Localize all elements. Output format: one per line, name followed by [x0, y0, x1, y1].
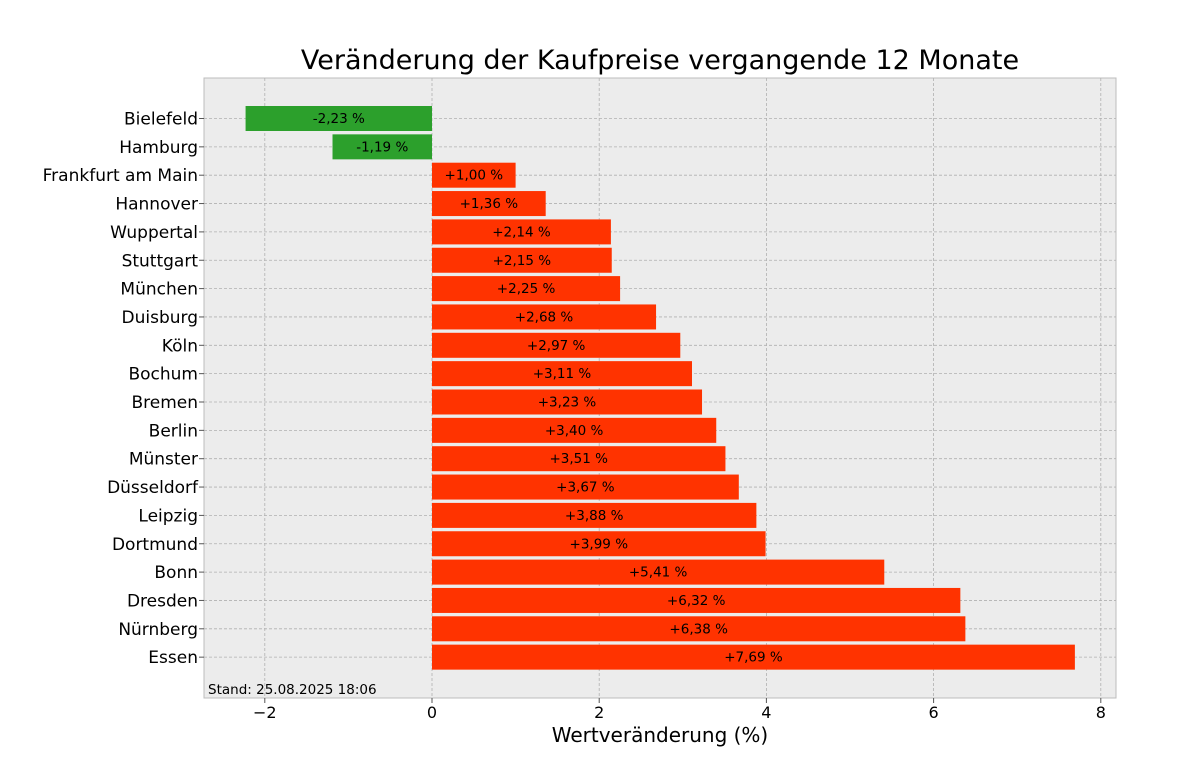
x-tick-label: −2 — [253, 703, 277, 722]
bar-bochum — [432, 361, 692, 387]
bar-value-label: -2,23 % — [313, 111, 365, 127]
x-axis-label: Wertveränderung (%) — [552, 723, 769, 747]
bar-value-label: +2,25 % — [497, 281, 556, 297]
bar-duisburg — [432, 304, 657, 330]
y-tick-label: Bielefeld — [124, 110, 198, 130]
bar-value-label: +3,40 % — [545, 423, 604, 439]
bar-berlin — [432, 417, 717, 443]
bar-value-label: +3,67 % — [556, 480, 615, 496]
y-tick-label: Hamburg — [119, 138, 198, 158]
x-tick-labels: −2 0 2 4 6 8 — [253, 698, 1106, 722]
bar-nürnberg — [432, 616, 966, 642]
bar-essen — [432, 644, 1075, 670]
bar-value-label: +2,97 % — [527, 338, 586, 354]
y-tick-label: Bonn — [154, 563, 198, 583]
x-tick-label: 2 — [594, 703, 604, 722]
stand-annotation: Stand: 25.08.2025 18:06 — [208, 682, 377, 698]
bar-value-label: +2,68 % — [515, 309, 574, 325]
x-tick-label: 6 — [929, 703, 939, 722]
bar-frankfurt-am-main — [432, 162, 516, 188]
bar-value-label: +2,15 % — [493, 253, 552, 269]
x-tick-label: 4 — [761, 703, 771, 722]
y-tick-label: Düsseldorf — [107, 478, 199, 498]
y-tick-label: Duisburg — [122, 308, 199, 328]
bar-dortmund — [432, 531, 766, 557]
y-tick-label: München — [120, 280, 198, 300]
bar-dresden — [432, 587, 961, 613]
y-tick-label: Hannover — [115, 195, 198, 215]
bar-value-label: +3,51 % — [549, 451, 608, 467]
bar-bielefeld — [245, 106, 432, 131]
y-tick-label: Dortmund — [112, 535, 198, 555]
y-tick-label: Bremen — [131, 393, 198, 413]
bar-value-label: +3,88 % — [565, 508, 624, 524]
bar-köln — [432, 332, 681, 358]
bar-hamburg — [332, 134, 432, 160]
y-tick-label: Münster — [129, 450, 198, 470]
y-tick-labels: Bielefeld Hamburg Frankfurt am Main Hannove… — [43, 110, 204, 668]
bar-value-label: -1,19 % — [356, 139, 408, 155]
bar-bremen — [432, 389, 703, 415]
y-tick-label: Dresden — [127, 591, 198, 611]
bar-value-label: +1,36 % — [460, 196, 519, 212]
bar-value-label: +2,14 % — [492, 224, 551, 240]
y-tick-label: Wuppertal — [110, 223, 198, 243]
bar-value-label: +1,00 % — [445, 168, 504, 184]
y-tick-label: Stuttgart — [122, 251, 199, 271]
bar-value-label: +3,23 % — [538, 395, 597, 411]
bar-value-label: +5,41 % — [629, 565, 688, 581]
bar-value-label: +3,11 % — [533, 366, 592, 382]
value-labels: -2,23 % -1,19 % +1,00 % +1,36 % +2,14 % +2,15… — [313, 111, 783, 666]
bar-value-label: +6,38 % — [669, 621, 728, 637]
bar-düsseldorf — [432, 474, 739, 500]
y-tick-label: Frankfurt am Main — [43, 166, 198, 186]
bar-münster — [432, 446, 726, 472]
bar-münchen — [432, 276, 621, 302]
bar-wuppertal — [432, 219, 611, 245]
y-tick-label: Köln — [162, 336, 198, 356]
bar-stuttgart — [432, 247, 612, 273]
y-tick-label: Bochum — [128, 365, 198, 385]
bar-leipzig — [432, 502, 757, 528]
y-tick-label: Leipzig — [138, 506, 198, 526]
bar-value-label: +3,99 % — [570, 536, 629, 552]
x-tick-label: 8 — [1096, 703, 1106, 722]
bar-value-label: +7,69 % — [724, 650, 783, 666]
y-tick-label: Essen — [148, 648, 198, 668]
bars — [245, 106, 1075, 670]
chart-title: Veränderung der Kaufpreise vergangende 1… — [301, 45, 1019, 76]
x-tick-label: 0 — [427, 703, 437, 722]
y-tick-label: Berlin — [149, 421, 198, 441]
bar-hannover — [432, 191, 546, 217]
bar-bonn — [432, 559, 885, 585]
y-tick-label: Nürnberg — [118, 620, 198, 640]
bar-value-label: +6,32 % — [667, 593, 726, 609]
